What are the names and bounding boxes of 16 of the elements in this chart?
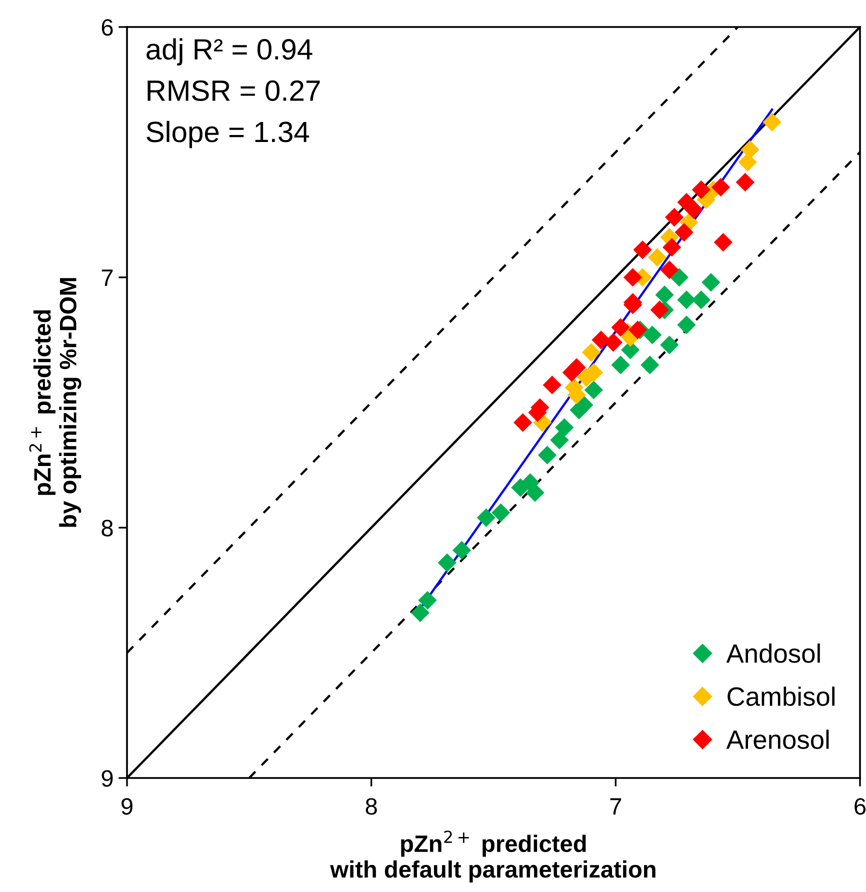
annotation: RMSR = 0.27 <box>148 80 320 101</box>
y-tick-label: 7 <box>102 270 113 286</box>
legend-label: Andosol <box>726 644 820 663</box>
x-axis-title: pZn$^{2+}$ predicted with default parameterization <box>330 830 656 882</box>
y-tick-label: 8 <box>102 520 113 536</box>
x-tick-label: 7 <box>610 798 622 815</box>
legend-label: Cambisol <box>728 686 834 706</box>
x-tick-label: 8 <box>366 798 377 815</box>
y-tick-label: 9 <box>102 770 113 787</box>
y-axis-title: pZn$^{2+}$ predicted by optimizing %r-DOM <box>29 278 82 527</box>
annotation: Slope = 1.34 <box>146 120 310 148</box>
y-tick-label: 6 <box>102 19 113 36</box>
x-tick-label: 9 <box>122 798 132 815</box>
legend-label: Arenosol <box>726 730 829 750</box>
annotation: adj R² = 0.94 <box>146 38 312 66</box>
x-tick-label: 6 <box>854 798 866 815</box>
